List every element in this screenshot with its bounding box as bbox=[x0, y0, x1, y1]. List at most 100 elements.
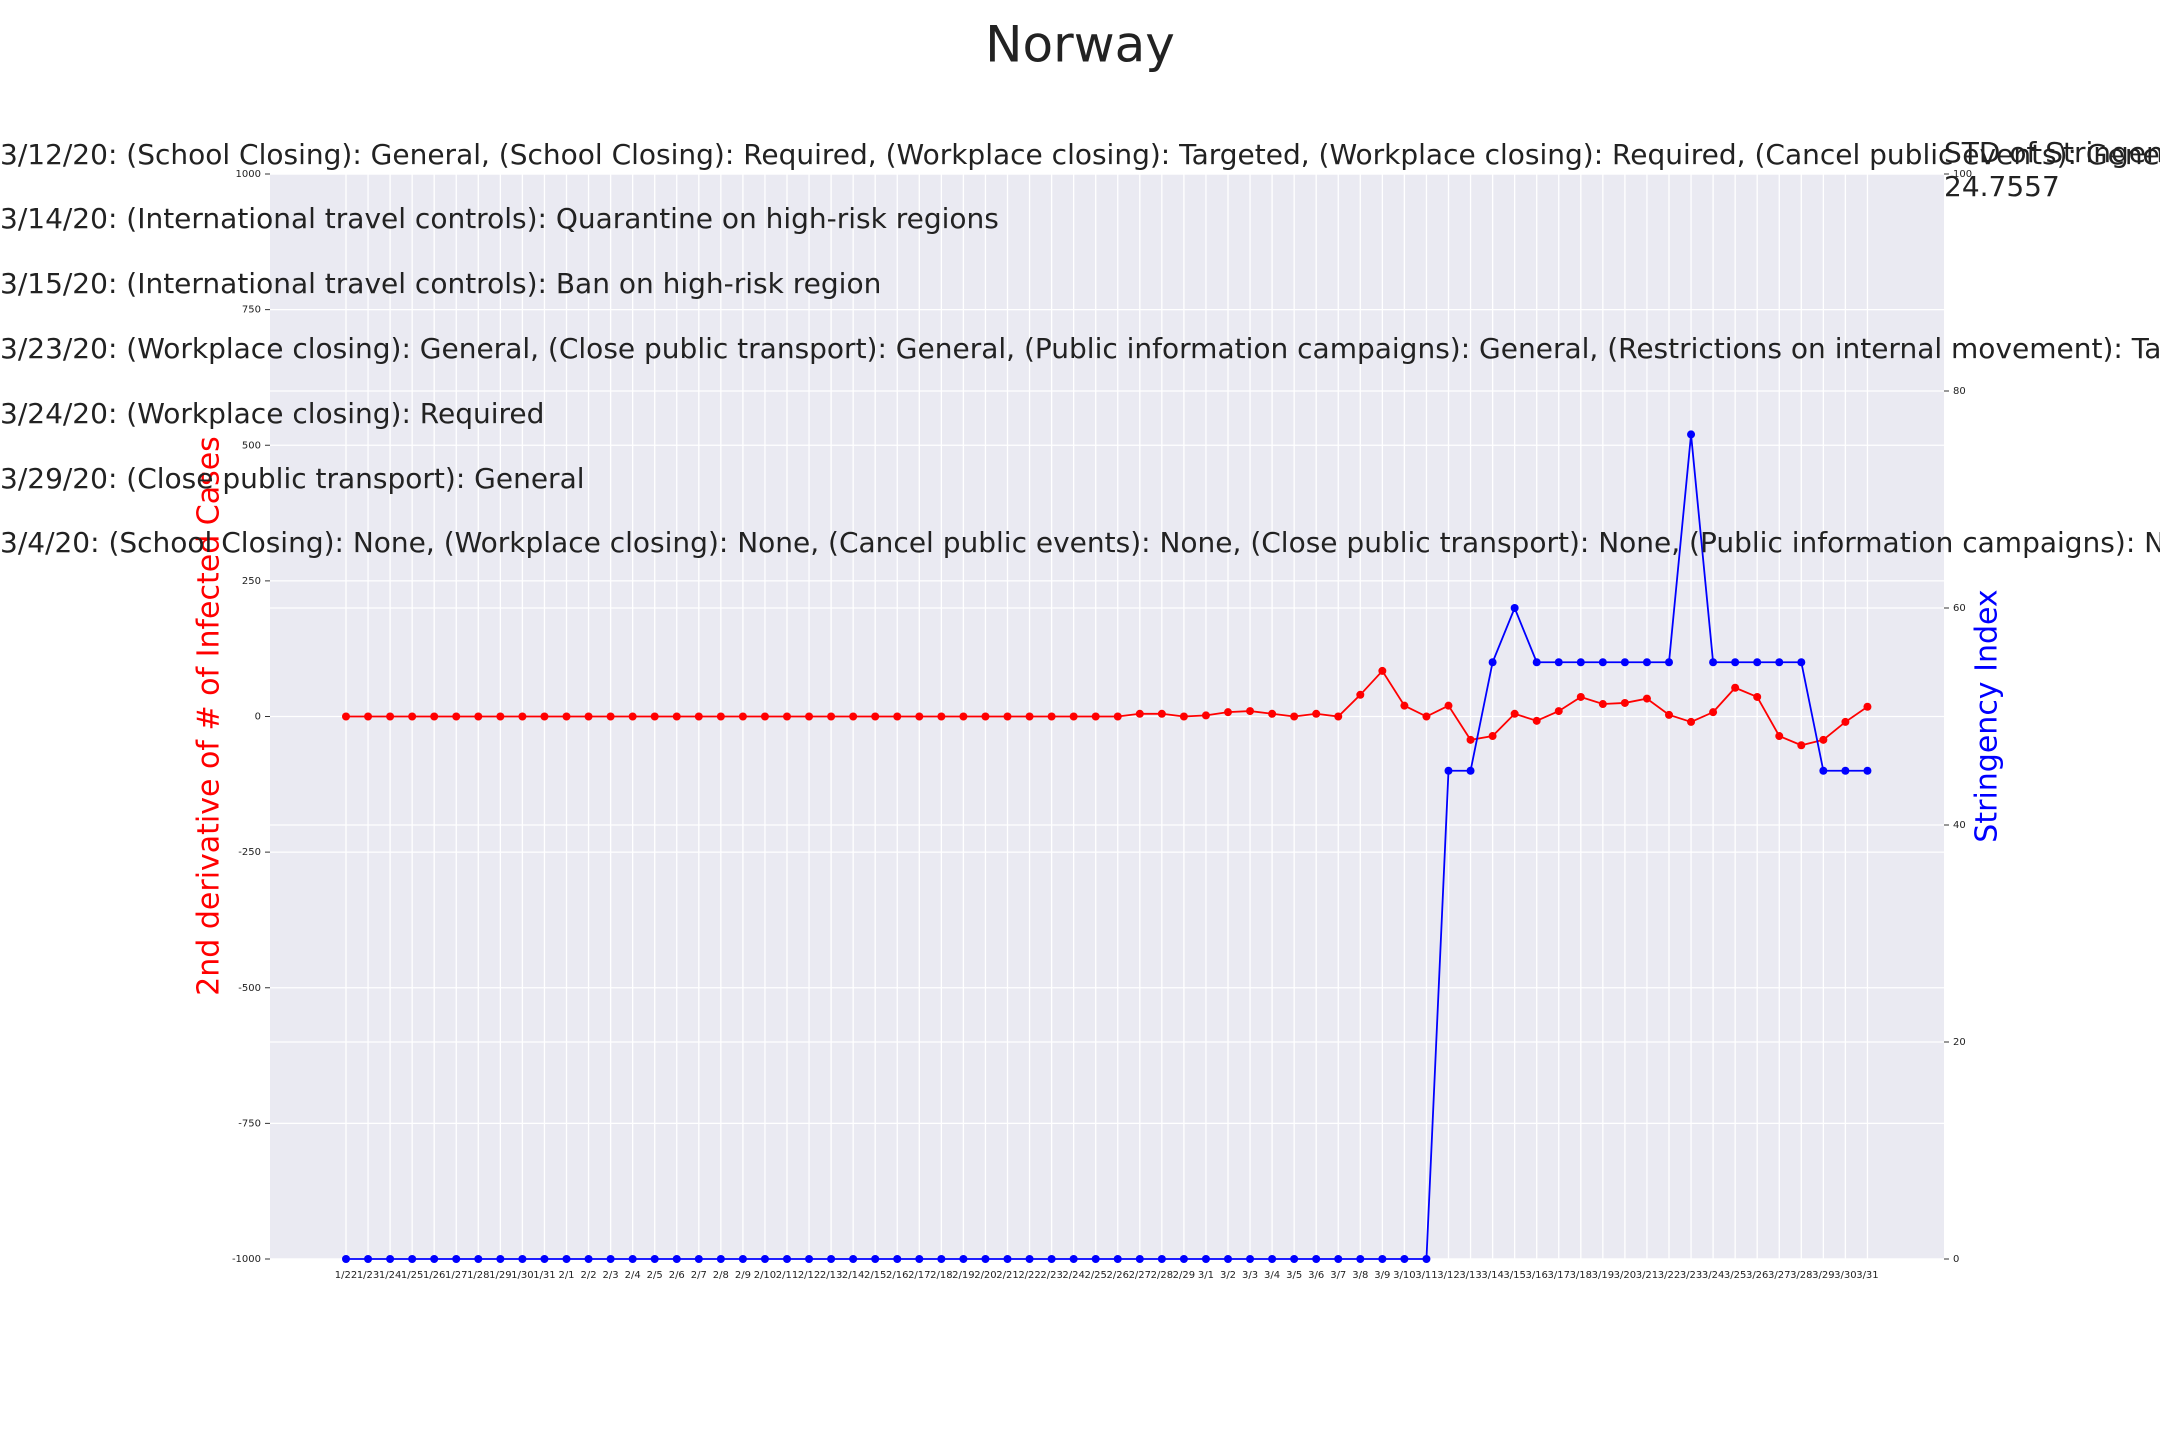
point bbox=[452, 1255, 461, 1263]
point bbox=[342, 712, 350, 721]
y2-tick-label: 80 bbox=[1953, 386, 1966, 397]
point bbox=[1466, 766, 1475, 775]
point bbox=[1224, 1255, 1232, 1263]
x-tick-label: 2/7 bbox=[691, 1270, 707, 1281]
point bbox=[716, 1255, 725, 1263]
point bbox=[827, 712, 836, 721]
x-tick-label: 1/29 bbox=[489, 1270, 511, 1281]
point bbox=[1268, 1255, 1277, 1263]
point bbox=[937, 712, 946, 721]
annotation: 3/23/20: (Workplace closing): General, (… bbox=[0, 332, 2160, 365]
y-tick-label: 250 bbox=[242, 576, 261, 587]
x-tick-label: 3/6 bbox=[1308, 1270, 1324, 1281]
point bbox=[1753, 658, 1762, 667]
point bbox=[584, 712, 593, 721]
point bbox=[1775, 658, 1784, 667]
point bbox=[1290, 712, 1299, 721]
x-tick-label: 3/7 bbox=[1330, 1270, 1346, 1281]
annotation: 3/14/20: (International travel controls)… bbox=[0, 202, 999, 235]
point bbox=[1466, 735, 1475, 744]
x-tick-label: 2/18 bbox=[930, 1270, 952, 1281]
x-tick-label: 2/13 bbox=[820, 1270, 842, 1281]
point bbox=[1753, 692, 1762, 701]
point bbox=[1025, 712, 1034, 721]
point bbox=[1246, 1255, 1255, 1263]
point bbox=[1642, 658, 1651, 667]
point bbox=[474, 1255, 483, 1263]
x-tick-label: 2/9 bbox=[735, 1270, 751, 1281]
point bbox=[981, 712, 990, 721]
point bbox=[1554, 707, 1563, 716]
x-tick-label: 2/27 bbox=[1129, 1270, 1151, 1281]
point bbox=[1268, 709, 1277, 718]
point bbox=[628, 1255, 637, 1263]
x-tick-label: 3/15 bbox=[1503, 1270, 1525, 1281]
point bbox=[1069, 712, 1078, 721]
point bbox=[783, 712, 791, 721]
point bbox=[716, 712, 725, 721]
point bbox=[1797, 741, 1806, 750]
annotation: 3/12/20: (School Closing): General, (Sch… bbox=[0, 138, 2160, 171]
point bbox=[1400, 701, 1409, 710]
annotation: 3/4/20: (School Closing): None, (Workpla… bbox=[0, 526, 2160, 559]
point bbox=[430, 1255, 439, 1263]
point bbox=[1554, 658, 1563, 667]
point bbox=[606, 712, 615, 721]
point bbox=[386, 1255, 395, 1263]
x-tick-label: 3/30 bbox=[1834, 1270, 1856, 1281]
point bbox=[1598, 658, 1607, 667]
x-tick-label: 2/22 bbox=[1018, 1270, 1040, 1281]
x-tick-label: 2/6 bbox=[669, 1270, 685, 1281]
point bbox=[1047, 712, 1056, 721]
x-tick-label: 3/5 bbox=[1286, 1270, 1302, 1281]
point bbox=[1157, 709, 1166, 718]
y-tick-label: -1000 bbox=[232, 1254, 261, 1265]
point bbox=[452, 712, 461, 721]
point bbox=[915, 712, 924, 721]
point bbox=[1576, 658, 1585, 667]
x-tick-label: 1/25 bbox=[401, 1270, 423, 1281]
point bbox=[1356, 690, 1365, 699]
point bbox=[1775, 732, 1784, 741]
point bbox=[1135, 709, 1144, 718]
point bbox=[915, 1255, 924, 1263]
point bbox=[1091, 712, 1100, 721]
point bbox=[1841, 717, 1850, 726]
annotation: 3/15/20: (International travel controls)… bbox=[0, 267, 881, 300]
x-tick-label: 3/21 bbox=[1636, 1270, 1658, 1281]
x-tick-label: 3/11 bbox=[1415, 1270, 1437, 1281]
point bbox=[1731, 683, 1740, 692]
x-tick-label: 1/30 bbox=[511, 1270, 533, 1281]
y-tick-label: -250 bbox=[238, 847, 261, 858]
point bbox=[1069, 1255, 1078, 1263]
x-tick-label: 3/8 bbox=[1352, 1270, 1368, 1281]
x-tick-label: 3/24 bbox=[1702, 1270, 1724, 1281]
x-tick-label: 1/28 bbox=[467, 1270, 489, 1281]
x-tick-label: 3/16 bbox=[1525, 1270, 1547, 1281]
x-tick-label: 3/4 bbox=[1264, 1270, 1280, 1281]
point bbox=[1576, 692, 1585, 701]
point bbox=[1532, 716, 1541, 725]
x-tick-label: 2/23 bbox=[1040, 1270, 1062, 1281]
point bbox=[496, 712, 505, 721]
x-tick-label: 1/22 bbox=[335, 1270, 357, 1281]
stat-value: 24.7557 bbox=[1944, 170, 2060, 203]
x-tick-label: 3/27 bbox=[1768, 1270, 1790, 1281]
chart-title: Norway bbox=[985, 16, 1175, 74]
x-tick-label: 2/12 bbox=[798, 1270, 820, 1281]
point bbox=[1047, 1255, 1056, 1263]
x-tick-label: 2/25 bbox=[1084, 1270, 1106, 1281]
point bbox=[1113, 1255, 1122, 1263]
x-tick-label: 2/17 bbox=[908, 1270, 930, 1281]
stat-label: STD of Stringency: bbox=[1944, 136, 2160, 169]
x-tick-label: 1/23 bbox=[357, 1270, 379, 1281]
point bbox=[606, 1255, 615, 1263]
point bbox=[1246, 707, 1255, 716]
x-tick-label: 2/5 bbox=[647, 1270, 663, 1281]
x-tick-label: 1/24 bbox=[379, 1270, 401, 1281]
point bbox=[496, 1255, 505, 1263]
point bbox=[1620, 698, 1629, 707]
y2-tick-label: 20 bbox=[1953, 1037, 1966, 1048]
point bbox=[650, 1255, 659, 1263]
x-tick-label: 3/25 bbox=[1724, 1270, 1746, 1281]
